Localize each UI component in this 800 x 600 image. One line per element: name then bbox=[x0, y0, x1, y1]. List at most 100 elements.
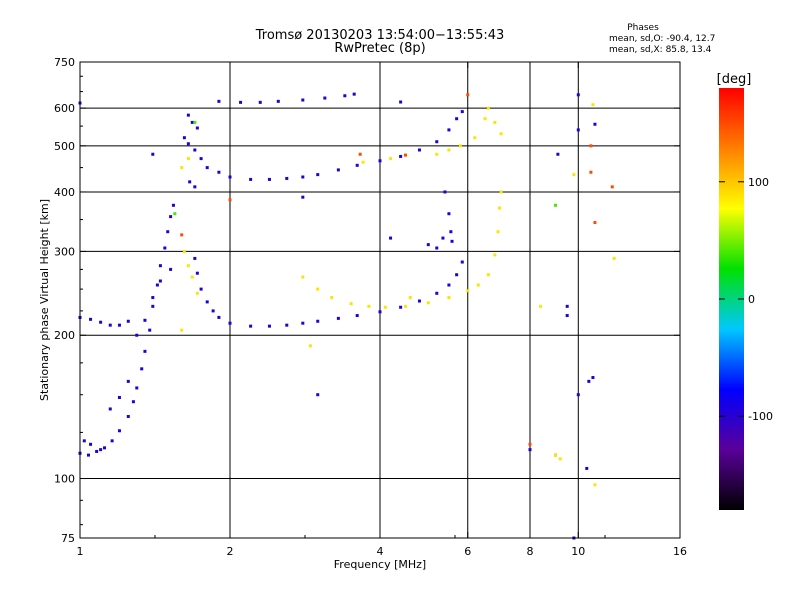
data-point bbox=[565, 304, 569, 308]
data-point bbox=[217, 315, 221, 319]
data-point bbox=[417, 299, 421, 303]
y-tick-label: 75 bbox=[61, 532, 75, 545]
data-point bbox=[205, 166, 209, 170]
grid-lines bbox=[80, 62, 680, 538]
data-point bbox=[249, 177, 253, 181]
data-point bbox=[528, 448, 532, 452]
data-point bbox=[308, 344, 312, 348]
data-point bbox=[217, 170, 221, 174]
data-point bbox=[323, 96, 327, 100]
data-point bbox=[466, 93, 470, 97]
x-tick-label: 8 bbox=[527, 545, 534, 558]
data-point bbox=[493, 253, 497, 257]
x-axis-label: Frequency [MHz] bbox=[334, 558, 426, 571]
data-point bbox=[182, 249, 186, 253]
data-point bbox=[301, 175, 305, 179]
data-point bbox=[355, 314, 359, 318]
data-point bbox=[435, 140, 439, 144]
data-point bbox=[151, 304, 155, 308]
data-point bbox=[103, 446, 107, 450]
data-point bbox=[336, 168, 340, 172]
data-point bbox=[158, 279, 162, 283]
data-point bbox=[458, 144, 462, 148]
data-point bbox=[476, 283, 480, 287]
data-point bbox=[131, 400, 135, 404]
data-point bbox=[473, 136, 477, 140]
colorbar-ticks: 100 0 -100 bbox=[719, 176, 773, 423]
data-point bbox=[389, 236, 393, 240]
data-point bbox=[155, 283, 159, 287]
data-point bbox=[399, 100, 403, 104]
data-point bbox=[450, 239, 454, 243]
data-point bbox=[135, 333, 139, 337]
data-point bbox=[173, 212, 177, 216]
data-point bbox=[188, 180, 192, 184]
data-point bbox=[576, 393, 580, 397]
data-point bbox=[186, 113, 190, 117]
x-tick-label: 10 bbox=[571, 545, 585, 558]
data-point bbox=[169, 267, 173, 271]
data-point bbox=[276, 99, 280, 103]
data-point bbox=[435, 291, 439, 295]
x-tick-label: 2 bbox=[227, 545, 234, 558]
data-point bbox=[158, 264, 162, 268]
data-point bbox=[217, 99, 221, 103]
x-tick-label: 4 bbox=[377, 545, 384, 558]
data-point bbox=[426, 243, 430, 247]
data-point bbox=[285, 323, 289, 327]
data-point bbox=[117, 323, 121, 327]
colorbar-tick-label: 0 bbox=[748, 293, 755, 306]
data-point bbox=[408, 296, 412, 300]
data-point bbox=[205, 300, 209, 304]
data-point bbox=[447, 212, 451, 216]
data-point bbox=[89, 317, 93, 321]
data-point bbox=[190, 275, 194, 279]
data-point bbox=[99, 320, 103, 324]
data-point bbox=[417, 148, 421, 152]
y-tick-label: 100 bbox=[54, 473, 75, 486]
data-point bbox=[441, 236, 445, 240]
colorbar-label: [deg] bbox=[717, 72, 752, 87]
data-point bbox=[195, 291, 199, 295]
data-point bbox=[426, 301, 430, 305]
data-point bbox=[455, 273, 459, 277]
data-point bbox=[239, 100, 243, 104]
data-point bbox=[553, 203, 557, 207]
data-point bbox=[186, 264, 190, 268]
data-point bbox=[199, 157, 203, 161]
data-point bbox=[195, 126, 199, 130]
y-tick-label: 600 bbox=[54, 102, 75, 115]
data-point bbox=[558, 457, 562, 461]
data-point bbox=[336, 316, 340, 320]
data-point bbox=[135, 386, 139, 390]
phases-o-line: mean, sd,O: -90.4, 12.7 bbox=[609, 34, 715, 44]
data-point bbox=[267, 177, 271, 181]
data-point bbox=[228, 321, 232, 325]
data-point bbox=[195, 271, 199, 275]
x-tick-label: 16 bbox=[673, 545, 687, 558]
data-point bbox=[82, 439, 86, 443]
data-point bbox=[143, 318, 147, 322]
data-point bbox=[352, 92, 356, 96]
data-point bbox=[349, 302, 353, 306]
data-point bbox=[612, 256, 616, 260]
data-point bbox=[553, 453, 557, 457]
data-point bbox=[587, 379, 591, 383]
data-point bbox=[140, 367, 144, 371]
data-point bbox=[528, 442, 532, 446]
y-axis-label: Stationary phase Virtual Height [km] bbox=[38, 199, 51, 401]
data-point bbox=[572, 173, 576, 177]
data-point bbox=[589, 170, 593, 174]
data-point bbox=[199, 287, 203, 291]
data-point bbox=[483, 117, 487, 121]
data-point bbox=[399, 154, 403, 158]
data-point bbox=[126, 379, 130, 383]
data-point bbox=[330, 296, 334, 300]
data-point bbox=[190, 120, 194, 124]
data-point bbox=[151, 152, 155, 156]
data-point bbox=[447, 283, 451, 287]
data-point bbox=[343, 94, 347, 98]
data-point bbox=[378, 159, 382, 163]
data-point bbox=[117, 429, 121, 433]
data-point bbox=[166, 230, 170, 234]
